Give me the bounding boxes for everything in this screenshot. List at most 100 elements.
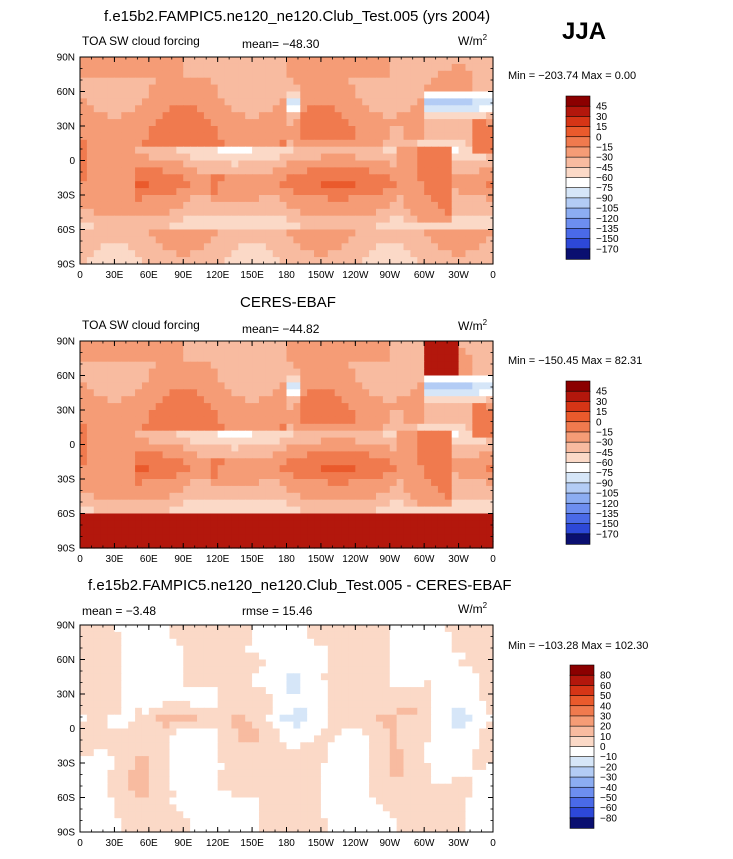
map-cell — [114, 382, 122, 390]
map-cell — [486, 499, 494, 508]
map-cell — [224, 458, 233, 466]
map-cell — [444, 98, 453, 106]
map-cell — [224, 84, 233, 93]
map-cell — [93, 160, 102, 168]
map-cell — [472, 652, 480, 661]
map-cell — [265, 389, 274, 397]
map-cell — [183, 91, 191, 99]
map-cell — [183, 721, 191, 730]
y-tick-label: 0 — [69, 440, 75, 451]
map-cell — [382, 506, 391, 515]
map-cell — [155, 341, 164, 349]
map-cell — [341, 354, 350, 363]
map-cell — [424, 375, 432, 383]
map-cell — [293, 687, 301, 695]
map-cell — [141, 188, 150, 196]
map-cell — [279, 458, 288, 466]
map-cell — [424, 437, 432, 446]
map-cell — [334, 91, 343, 99]
map-cell — [265, 77, 274, 86]
map-cell — [403, 368, 411, 377]
map-cell — [410, 485, 418, 494]
map-cell — [176, 195, 184, 203]
map-cell — [458, 465, 467, 473]
map-cell — [80, 105, 88, 113]
map-cell — [286, 451, 294, 459]
map-cell — [327, 112, 336, 120]
map-cell — [341, 659, 350, 667]
map-cell — [190, 485, 198, 494]
map-cell — [286, 485, 294, 494]
map-cell — [389, 208, 398, 217]
map-cell — [472, 341, 480, 349]
map-cell — [114, 236, 122, 244]
map-cell — [231, 132, 239, 141]
map-cell — [369, 98, 377, 106]
map-cell — [231, 382, 239, 390]
map-cell — [389, 638, 398, 647]
map-cell — [417, 91, 425, 99]
map-cell — [238, 465, 246, 473]
map-cell — [424, 91, 432, 99]
map-cell — [286, 513, 294, 521]
map-cell — [141, 499, 150, 508]
map-cell — [107, 410, 116, 418]
map-cell — [86, 520, 95, 528]
map-cell — [314, 98, 322, 106]
map-cell — [86, 341, 95, 349]
map-cell — [369, 625, 377, 633]
map-cell — [465, 215, 473, 224]
map-cell — [197, 243, 205, 251]
map-cell — [231, 631, 239, 640]
map-cell — [293, 506, 301, 515]
map-cell — [444, 70, 453, 79]
map-cell — [431, 444, 439, 452]
map-cell — [183, 126, 191, 134]
map-cell — [107, 160, 116, 168]
map-cell — [300, 139, 308, 148]
map-cell — [382, 513, 391, 521]
map-cell — [396, 167, 405, 175]
map-cell — [121, 181, 129, 189]
map-cell — [286, 375, 294, 383]
map-cell — [80, 687, 88, 695]
map-cell — [141, 222, 150, 231]
map-cell — [258, 70, 267, 79]
map-cell — [410, 201, 418, 210]
map-cell — [348, 437, 356, 446]
map-cell — [382, 146, 391, 155]
map-cell — [190, 499, 198, 508]
map-cell — [396, 77, 405, 86]
map-cell — [100, 416, 109, 425]
map-cell — [327, 174, 336, 182]
map-cell — [300, 458, 308, 466]
map-cell — [334, 132, 343, 141]
map-cell — [238, 382, 246, 390]
map-cell — [80, 416, 88, 425]
map-cell — [486, 479, 494, 487]
map-cell — [375, 714, 384, 723]
map-cell — [114, 105, 122, 113]
map-cell — [169, 479, 177, 487]
map-cell — [224, 541, 233, 549]
map-cell — [252, 160, 260, 168]
map-cell — [265, 57, 274, 65]
map-cell — [307, 465, 315, 473]
map-cell — [148, 707, 157, 716]
map-cell — [410, 458, 418, 466]
map-cell — [341, 229, 350, 237]
map-cell — [100, 382, 109, 390]
map-cell — [396, 146, 405, 155]
map-cell — [183, 174, 191, 182]
map-cell — [465, 410, 473, 418]
colorbar-box — [565, 238, 591, 250]
map-cell — [121, 714, 129, 723]
map-cell — [86, 465, 95, 473]
map-cell — [451, 341, 460, 349]
map-cell — [279, 132, 288, 141]
map-cell — [231, 396, 239, 404]
map-cell — [252, 208, 260, 217]
map-cell — [348, 423, 356, 432]
map-cell — [80, 645, 88, 654]
map-cell — [183, 396, 191, 404]
